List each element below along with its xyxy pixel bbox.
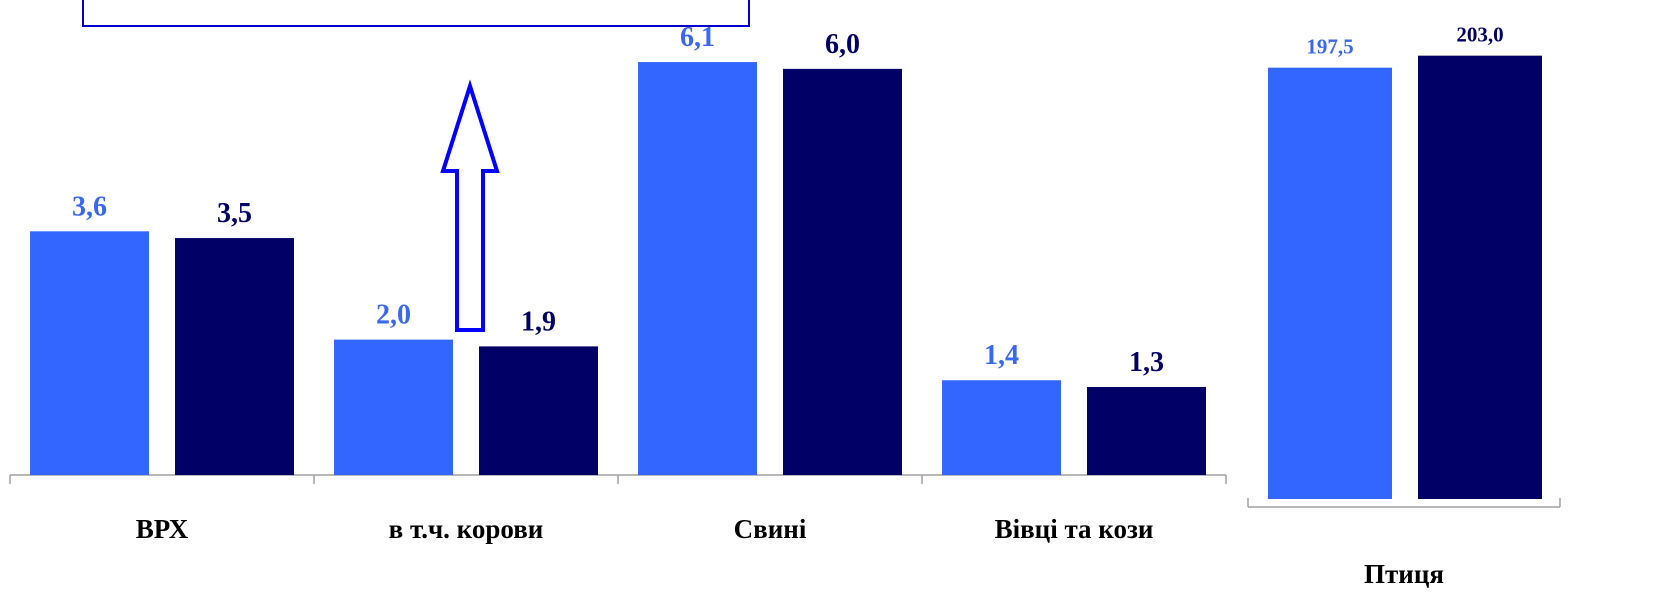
bar-value-label: 1,9: [521, 306, 556, 337]
category-label: в т.ч. корови: [389, 514, 544, 544]
bar-1: [942, 380, 1061, 475]
bar-value-label: 1,3: [1129, 347, 1164, 378]
bar-2: [1087, 387, 1206, 475]
bar-value-label: 6,1: [680, 22, 715, 53]
bar-1: [334, 339, 453, 475]
category-label: Вівці та кози: [995, 514, 1154, 544]
bar-value-label: 2,0: [376, 300, 411, 331]
bar-1: [638, 62, 757, 475]
bar-value-label: 197,5: [1306, 35, 1353, 59]
bar-value-label: 3,6: [72, 191, 107, 222]
bar-1: [1268, 67, 1392, 499]
bar-2: [479, 346, 598, 475]
annotation-box: [82, 0, 750, 27]
bar-value-label: 6,0: [825, 29, 860, 60]
bar-2: [1418, 55, 1542, 499]
bar-1: [30, 231, 149, 475]
bar-2: [175, 238, 294, 475]
bar-2: [783, 68, 902, 475]
main-chart-group: 3,6 3,5 ВРХ 2,0 1,9 в т.ч. корови 6,1 6,0 Свині 1…: [9, 22, 1227, 544]
category-label: Свині: [734, 514, 807, 544]
category-label: ВРХ: [136, 514, 189, 544]
bird-chart-group: 197,5 203,0 Птиця: [1247, 23, 1561, 589]
category-label: Птиця: [1364, 559, 1444, 589]
bar-value-label: 3,5: [217, 198, 252, 229]
up-arrow-icon: [440, 79, 500, 332]
bar-value-label: 203,0: [1456, 23, 1503, 47]
bar-value-label: 1,4: [984, 340, 1019, 371]
